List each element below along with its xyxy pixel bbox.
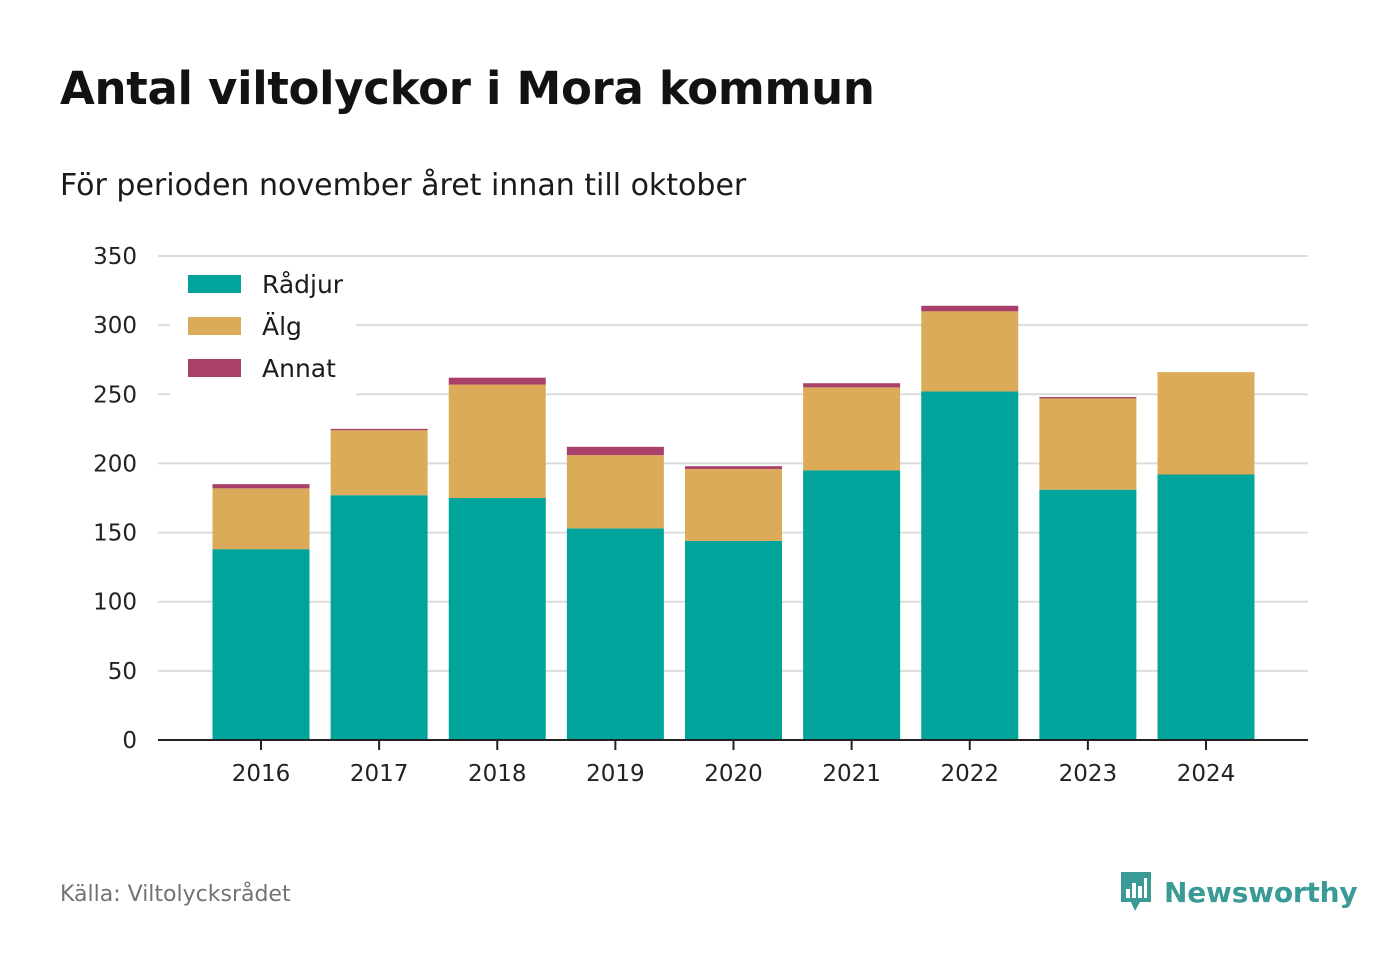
bar-älg-2017 [330, 430, 428, 496]
y-tick-label: 200 [93, 451, 137, 477]
x-tick-label: 2018 [468, 761, 527, 787]
x-tick-label: 2020 [704, 761, 763, 787]
x-tick-label: 2021 [822, 761, 881, 787]
legend-label-rådjur: Rådjur [262, 270, 344, 299]
bar-rådjur-2019 [566, 528, 664, 740]
chart-speech-bubble-icon [1121, 872, 1151, 911]
bar-annat-2023 [1039, 397, 1137, 399]
source-note: Källa: Viltolycksrådet [60, 882, 291, 907]
bar-annat-2018 [448, 377, 546, 385]
axes: 0 50 100 150 200 250 300 350 2016 2017 2018 2019 202… [93, 244, 1308, 787]
legend-swatch-älg [188, 317, 241, 335]
y-tick-label: 0 [122, 728, 137, 754]
legend: Rådjur Älg Annat [170, 262, 356, 396]
bar-rådjur-2020 [685, 540, 782, 740]
bar-annat-2017 [330, 428, 428, 431]
bar-rådjur-2023 [1039, 489, 1137, 740]
bar-älg-2020 [685, 468, 782, 541]
y-tick-label: 300 [93, 313, 137, 339]
y-tick-label: 100 [93, 590, 137, 616]
bar-älg-2024 [1157, 372, 1255, 475]
x-tick-label: 2023 [1059, 761, 1118, 787]
x-tick-label: 2019 [586, 761, 645, 787]
x-tick-label: 2022 [940, 761, 999, 787]
x-tick-label: 2016 [232, 761, 291, 787]
bar-annat-2021 [803, 383, 901, 388]
chart-subtitle: För perioden november året innan till ok… [60, 168, 747, 203]
bar-rådjur-2021 [803, 470, 901, 740]
bar-älg-2016 [212, 488, 310, 550]
brand-name: Newsworthy [1164, 875, 1358, 909]
bar-annat-2022 [921, 305, 1019, 312]
bar-rådjur-2024 [1157, 474, 1255, 740]
bar-rådjur-2016 [212, 549, 310, 740]
y-tick-label: 250 [93, 382, 137, 408]
x-tick-label: 2017 [350, 761, 409, 787]
legend-label-annat: Annat [262, 354, 336, 383]
bar-älg-2019 [566, 455, 664, 529]
bars [212, 305, 1255, 740]
x-tick-label: 2024 [1177, 761, 1236, 787]
legend-label-älg: Älg [262, 312, 302, 341]
bar-älg-2021 [803, 387, 901, 471]
bar-älg-2023 [1039, 398, 1137, 490]
legend-swatch-rådjur [188, 275, 241, 293]
chart-title: Antal viltolyckor i Mora kommun [60, 62, 875, 115]
bar-rådjur-2017 [330, 495, 428, 740]
y-tick-label: 50 [108, 659, 137, 685]
y-tick-label: 350 [93, 244, 137, 270]
brand-logo: Newsworthy [1118, 868, 1358, 916]
bar-annat-2016 [212, 484, 310, 489]
bar-älg-2018 [448, 384, 546, 498]
y-tick-label: 150 [93, 521, 137, 547]
bar-annat-2019 [566, 446, 664, 456]
bar-annat-2020 [685, 466, 782, 469]
bar-älg-2022 [921, 311, 1019, 392]
bar-rådjur-2018 [448, 498, 546, 740]
legend-swatch-annat [188, 359, 241, 377]
bar-rådjur-2022 [921, 391, 1019, 740]
